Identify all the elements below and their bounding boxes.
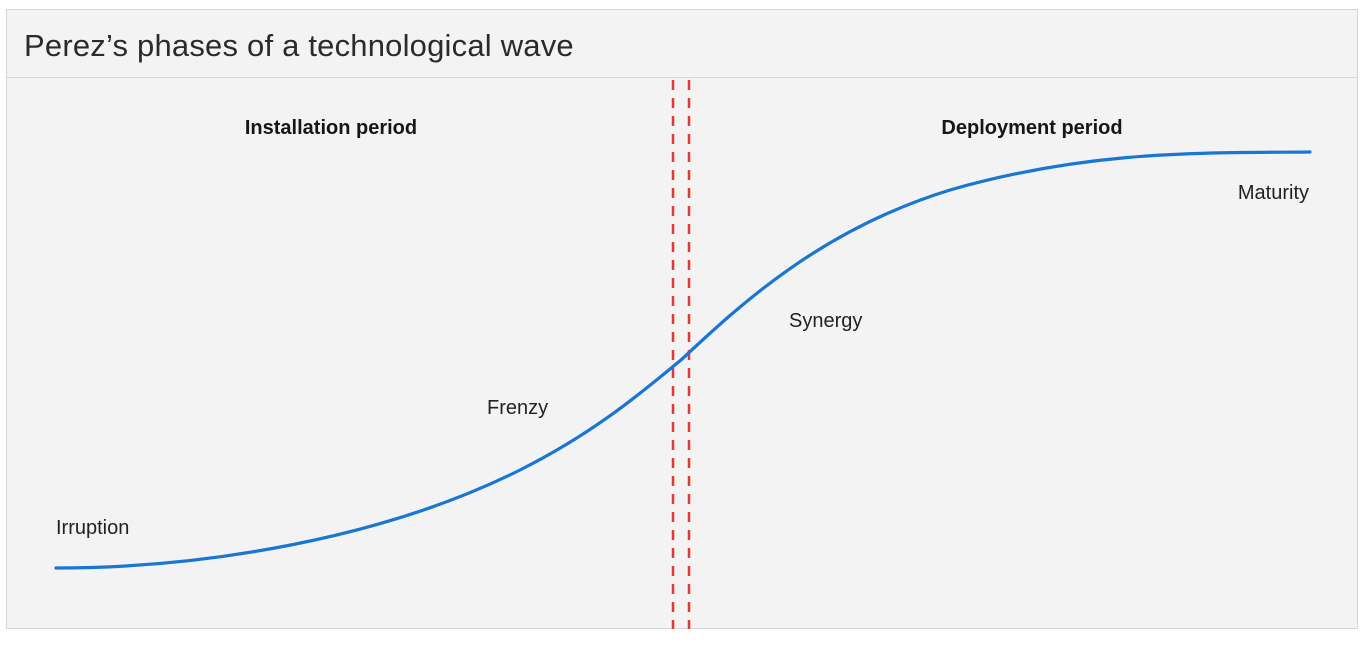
phase-label-synergy: Synergy — [789, 310, 862, 332]
page-title: Perez’s phases of a technological wave — [24, 28, 574, 63]
diagram-frame: Perez’s phases of a technological wave — [6, 9, 1358, 629]
s-curve — [54, 150, 1312, 570]
phase-label-maturity: Maturity — [1238, 182, 1309, 204]
deployment-period-label: Deployment period — [941, 117, 1122, 139]
phase-label-frenzy: Frenzy — [487, 397, 548, 419]
title-bar: Perez’s phases of a technological wave — [7, 10, 1357, 78]
installation-period-label: Installation period — [245, 117, 417, 139]
phase-label-irruption: Irruption — [56, 517, 129, 539]
